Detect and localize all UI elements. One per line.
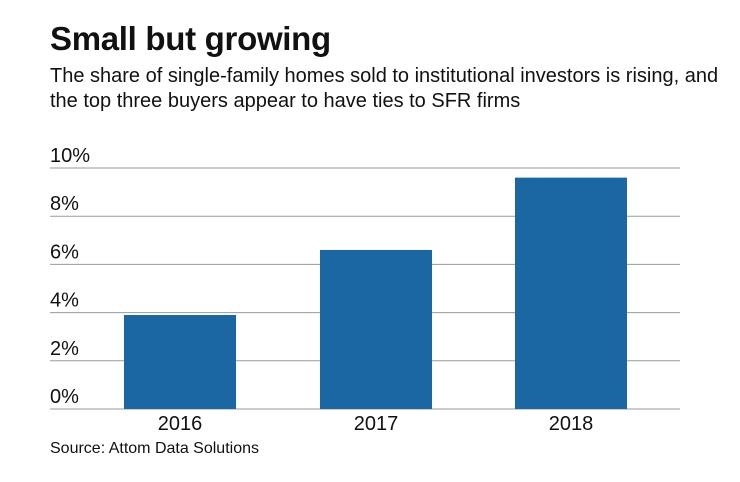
x-tick-label: 2016	[158, 413, 203, 435]
y-tick-label: 10%	[50, 145, 90, 167]
chart-subtitle: The share of single-family homes sold to…	[50, 65, 719, 112]
bar-2016	[124, 315, 236, 409]
bar-2017	[320, 249, 432, 409]
y-tick-label: 6%	[50, 241, 79, 263]
y-tick-label: 4%	[50, 290, 79, 312]
y-tick-label: 2%	[50, 338, 79, 360]
bars	[124, 177, 627, 409]
x-axis-tick-labels: 2016 2017 2018	[158, 413, 594, 435]
source-note: Source: Attom Data Solutions	[50, 440, 259, 457]
y-axis-tick-labels: 0% 2% 4% 6% 8% 10%	[50, 145, 90, 408]
chart-title: Small but growing	[50, 20, 331, 57]
x-tick-label: 2018	[549, 413, 594, 435]
bar-2018	[515, 177, 627, 409]
x-tick-label: 2017	[354, 413, 399, 435]
y-tick-label: 8%	[50, 193, 79, 215]
y-tick-label: 0%	[50, 386, 79, 408]
